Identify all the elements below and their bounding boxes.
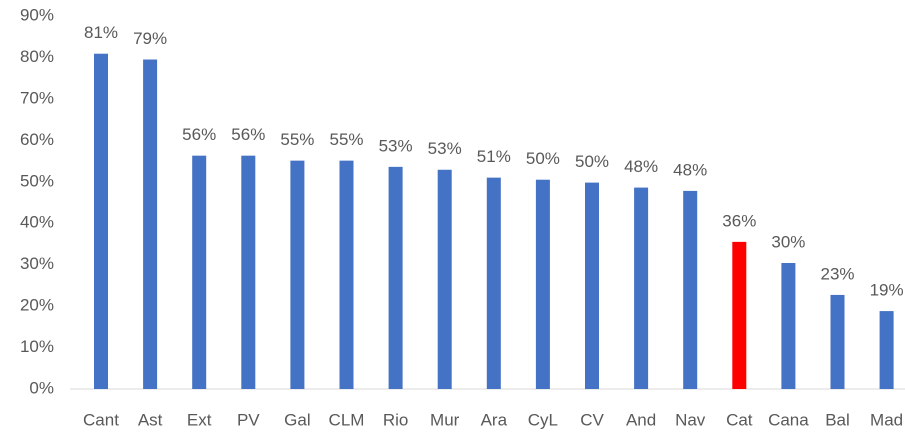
y-tick-label: 0% [29,378,54,397]
x-tick-label: Mur [430,410,460,429]
y-tick-label: 60% [20,130,54,149]
y-tick-label: 40% [20,213,54,232]
x-tick-label: CV [580,410,604,429]
bar [781,263,796,389]
x-tick-label: Bal [825,410,850,429]
x-tick-label: Ext [187,410,212,429]
bar [830,294,845,389]
bar [290,160,305,389]
bar [143,59,158,390]
data-label: 48% [673,160,707,179]
bar [535,179,550,389]
x-tick-label: Ast [138,410,163,429]
x-tick-label: Cana [768,410,809,429]
x-tick-label: CLM [329,410,365,429]
y-tick-label: 30% [20,254,54,273]
bar [732,241,747,389]
x-tick-label: Mad [870,410,903,429]
data-label: 23% [820,264,854,283]
data-label: 53% [379,136,413,155]
x-tick-label: Cat [726,410,753,429]
data-label: 48% [624,157,658,176]
data-label: 55% [280,130,314,149]
data-label: 56% [231,125,265,144]
data-label: 30% [771,232,805,251]
x-tick-label: Rio [383,410,409,429]
data-label: 50% [526,149,560,168]
bar [192,155,207,389]
y-tick-label: 70% [20,88,54,107]
y-tick-label: 90% [20,5,54,24]
y-tick-label: 10% [20,337,54,356]
data-label: 19% [870,281,904,300]
bar [683,190,698,389]
bar [241,155,256,389]
x-tick-label: Cant [83,410,119,429]
bar [339,160,354,389]
x-tick-label: PV [237,410,260,429]
x-tick-label: CyL [528,410,558,429]
data-label: 36% [722,211,756,230]
data-label: 56% [182,125,216,144]
bar [585,182,599,389]
bar [486,177,501,389]
bar [634,187,649,389]
x-tick-label: Gal [284,410,310,429]
data-label: 81% [84,23,118,42]
bar [94,53,108,389]
bar [388,166,403,389]
y-tick-label: 80% [20,47,54,66]
x-tick-label: And [626,410,656,429]
y-tick-label: 50% [20,171,54,190]
data-label: 53% [428,139,462,158]
x-tick-label: Ara [481,410,508,429]
data-label: 55% [329,130,363,149]
bar [879,311,894,389]
y-tick-label: 20% [20,296,54,315]
bar [437,169,452,389]
data-label: 79% [133,29,167,48]
data-label: 51% [477,147,511,166]
data-label: 50% [575,152,609,171]
x-tick-label: Nav [675,410,706,429]
